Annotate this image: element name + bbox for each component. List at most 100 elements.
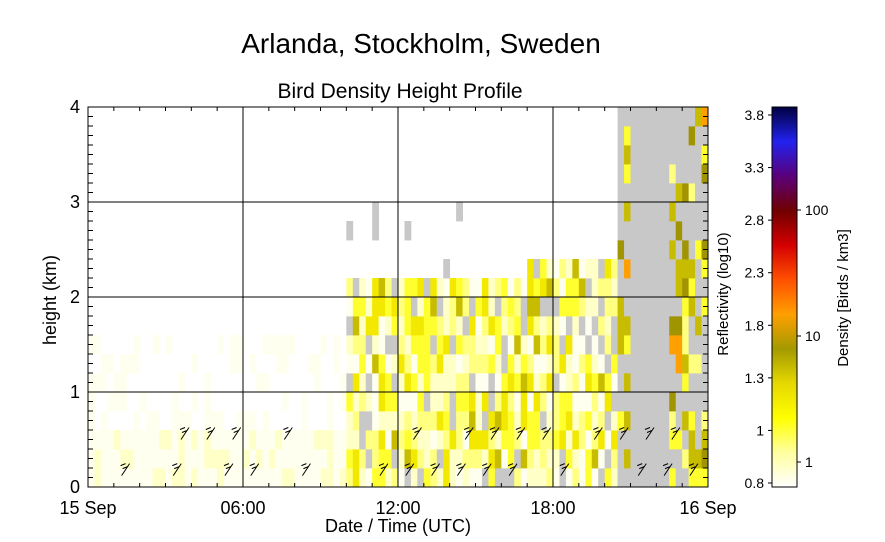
density-cell (191, 392, 199, 412)
density-cell (249, 468, 257, 488)
density-cell (669, 316, 677, 336)
density-cell (572, 335, 580, 355)
density-cell (146, 411, 153, 431)
density-cell (391, 392, 399, 412)
density-cell (365, 354, 373, 374)
density-cell (139, 449, 147, 469)
density-cell (423, 392, 431, 412)
density-cell (682, 259, 690, 279)
density-cell (430, 278, 438, 298)
density-cell (649, 202, 657, 222)
density-cell (662, 316, 670, 336)
density-cell (656, 449, 664, 469)
density-cell (243, 430, 250, 450)
density-cell (494, 392, 502, 412)
density-cell (559, 278, 567, 298)
density-cell (275, 354, 283, 374)
density-cell (443, 468, 451, 488)
density-cell (462, 392, 470, 412)
density-cell (662, 468, 670, 488)
density-cell (656, 354, 664, 374)
density-cell (333, 468, 341, 488)
wind-barb (670, 427, 681, 440)
density-cell (643, 392, 651, 412)
density-cell (604, 259, 612, 279)
density-cell (675, 107, 683, 127)
density-cell (462, 430, 470, 450)
density-cell (217, 468, 225, 488)
density-cell (565, 259, 573, 279)
density-cell (546, 449, 554, 469)
density-cell (378, 449, 386, 469)
density-cell (243, 411, 250, 431)
density-cell (533, 316, 541, 336)
density-cell (507, 392, 515, 412)
density-cell (624, 107, 631, 127)
density-cell (417, 316, 425, 336)
density-cell (488, 468, 496, 488)
density-cell (346, 411, 354, 431)
density-cell (591, 278, 599, 298)
colorbar-label-density: Density [Birds / km3] (835, 229, 852, 367)
density-cell (385, 411, 392, 431)
density-cell (456, 373, 463, 393)
density-cell (649, 278, 657, 298)
density-cell (559, 373, 567, 393)
x-tick-label: 12:00 (375, 498, 420, 518)
density-cell (365, 449, 373, 469)
density-cell (475, 468, 483, 488)
density-cell (410, 449, 418, 469)
density-cell (372, 297, 380, 317)
density-cell (643, 259, 651, 279)
density-cell (649, 335, 657, 355)
density-cell (133, 335, 141, 355)
density-cell (352, 335, 360, 355)
density-cell (565, 449, 573, 469)
density-cell (559, 354, 567, 374)
density-cell (540, 354, 547, 374)
density-cell (649, 373, 657, 393)
density-cell (695, 335, 702, 355)
density-cell (469, 278, 476, 298)
density-cell (578, 335, 586, 355)
density-cell (120, 430, 128, 450)
density-cell (475, 392, 483, 412)
density-cell (372, 278, 380, 298)
density-cell (410, 468, 418, 488)
density-cell (649, 107, 657, 127)
density-cell (540, 259, 547, 279)
density-cell (255, 430, 263, 450)
density-cell (165, 430, 173, 450)
colorbar-density-tick-label: 10 (805, 328, 821, 344)
density-cell (443, 316, 451, 336)
density-cell (688, 126, 696, 146)
y-tick-label: 1 (70, 382, 80, 402)
density-cell (598, 354, 606, 374)
density-cell (281, 354, 289, 374)
colorbar-tick-label: 2.8 (745, 212, 765, 228)
density-cell (249, 449, 257, 469)
density-cell (352, 392, 360, 412)
density-cell (559, 468, 567, 488)
density-cell (346, 430, 354, 450)
density-cell (217, 411, 225, 431)
density-cell (662, 126, 670, 146)
density-cell (94, 449, 102, 469)
density-cell (643, 335, 651, 355)
density-cell (565, 411, 573, 431)
density-cell (630, 316, 638, 336)
density-cell (546, 335, 554, 355)
density-cell (649, 240, 657, 260)
density-cell (385, 373, 392, 393)
density-cell (695, 183, 702, 203)
density-cell (624, 278, 631, 298)
density-cell (514, 430, 522, 450)
density-cell (436, 335, 444, 355)
density-cell (656, 392, 664, 412)
density-cell (443, 392, 451, 412)
x-tick-label: 16 Sep (679, 498, 736, 518)
density-cell (649, 164, 657, 184)
density-cell (481, 278, 489, 298)
density-cell (520, 411, 528, 431)
